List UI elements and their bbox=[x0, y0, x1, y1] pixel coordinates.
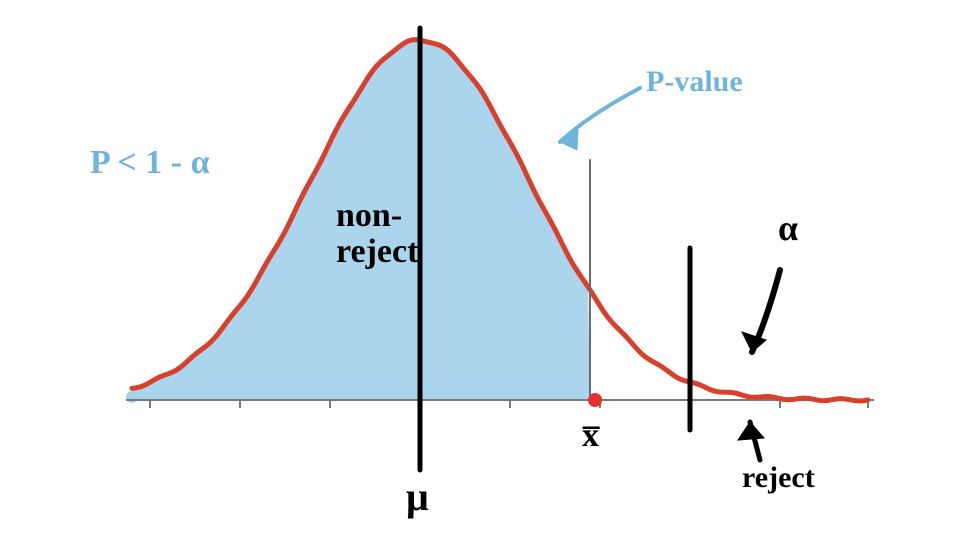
label-condition: P < 1 - α bbox=[90, 145, 210, 181]
x-axis bbox=[126, 400, 874, 408]
label-reject: reject bbox=[742, 462, 815, 494]
plot-svg bbox=[0, 0, 960, 540]
xbar-dot bbox=[588, 393, 602, 407]
label-alpha: α bbox=[778, 210, 798, 248]
reject-arrow-head bbox=[738, 422, 764, 440]
label-xbar: x̅ bbox=[582, 418, 599, 454]
alpha-arrow-head bbox=[742, 332, 766, 352]
label-mu: μ bbox=[406, 476, 429, 518]
diagram-stage: P < 1 - α P-value non- reject α μ x̅ rej… bbox=[0, 0, 960, 540]
label-pvalue: P-value bbox=[646, 66, 743, 98]
label-non-reject: non- reject bbox=[336, 198, 418, 269]
